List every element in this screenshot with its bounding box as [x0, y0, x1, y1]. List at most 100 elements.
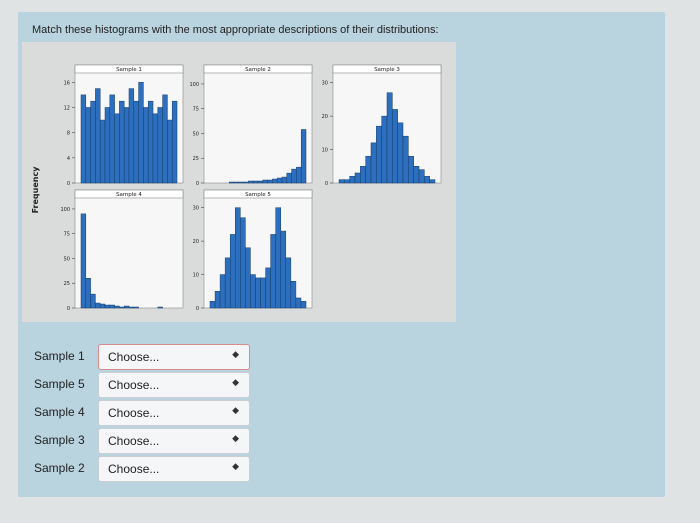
- y-tick-label: 25: [193, 156, 199, 162]
- panel-frame: [203, 64, 313, 184]
- bar: [128, 88, 135, 184]
- bar: [381, 115, 388, 184]
- bar: [424, 176, 430, 184]
- bar: [90, 100, 96, 184]
- bar: [252, 180, 259, 184]
- select-text: Choose...: [108, 350, 160, 364]
- bar: [133, 306, 139, 309]
- y-axis-label: Frequency: [31, 166, 40, 214]
- select-arrow: ◆: [232, 461, 239, 471]
- bar: [85, 278, 91, 309]
- bar: [228, 181, 235, 184]
- y-tick-label: 12: [64, 105, 70, 111]
- bar: [257, 180, 264, 184]
- sample-label: Sample 2: [34, 461, 85, 475]
- y-tick-label: 8: [67, 131, 70, 137]
- bar: [219, 274, 226, 309]
- bar: [209, 301, 216, 309]
- select-arrow: ◆: [232, 433, 239, 443]
- question-text: Match these histograms with the most app…: [32, 24, 439, 36]
- panel-title-strip: [74, 64, 184, 74]
- bar: [167, 119, 173, 184]
- description-select[interactable]: Choose... ◆: [98, 456, 250, 482]
- bar: [397, 122, 404, 184]
- sample-label: Sample 4: [34, 405, 85, 419]
- select-arrow: ◆: [232, 349, 239, 359]
- description-select[interactable]: Choose... ◆: [98, 400, 250, 426]
- bar: [295, 297, 302, 309]
- bar: [291, 168, 297, 184]
- panel-title-strip: [203, 189, 313, 199]
- y-tick-label: 0: [196, 181, 199, 187]
- panel-frame: [74, 189, 184, 309]
- y-tick-label: 20: [322, 114, 328, 120]
- bar: [229, 234, 236, 309]
- y-tick-label: 75: [193, 107, 199, 113]
- bar: [157, 306, 163, 309]
- bar: [240, 217, 246, 309]
- panel-title-strip: [203, 64, 313, 74]
- bar: [275, 207, 281, 309]
- y-tick-label: 50: [193, 131, 199, 137]
- description-select[interactable]: Choose... ◆: [98, 344, 250, 370]
- bar: [123, 305, 130, 309]
- y-tick-label: 50: [64, 256, 70, 262]
- y-tick-label: 4: [67, 156, 70, 162]
- bar: [265, 267, 271, 309]
- y-tick-label: 100: [189, 82, 199, 88]
- bar: [270, 234, 276, 309]
- bar: [152, 113, 159, 184]
- bar: [386, 92, 393, 184]
- bar: [109, 94, 115, 184]
- bar: [296, 166, 302, 184]
- bar: [85, 107, 91, 184]
- bar: [99, 303, 106, 309]
- bar: [413, 166, 420, 184]
- y-tick-label: 10: [322, 148, 328, 154]
- bar: [123, 107, 130, 184]
- bar: [286, 172, 292, 184]
- bar: [300, 129, 307, 184]
- select-arrow: ◆: [232, 377, 239, 387]
- bar: [133, 100, 139, 184]
- bar: [250, 274, 256, 309]
- bar: [128, 306, 135, 309]
- bar: [360, 166, 366, 184]
- bar: [267, 179, 273, 184]
- bar: [238, 181, 244, 184]
- bar: [245, 247, 251, 309]
- sample-label: Sample 5: [34, 377, 85, 391]
- bar: [109, 304, 115, 309]
- y-tick-label: 30: [322, 81, 328, 87]
- bar: [349, 176, 356, 184]
- bar: [114, 113, 120, 184]
- y-tick-label: 0: [67, 306, 70, 312]
- panel-title: Sample 5: [245, 192, 271, 198]
- bar: [418, 169, 425, 184]
- bar: [392, 109, 398, 184]
- bar: [80, 213, 87, 309]
- bar: [147, 100, 154, 184]
- bar: [138, 82, 144, 184]
- description-select[interactable]: Choose... ◆: [98, 428, 250, 454]
- panel-title-strip: [74, 189, 184, 199]
- select-arrow: ◆: [232, 405, 239, 415]
- bar: [354, 172, 361, 184]
- bar: [119, 306, 125, 309]
- question-card: Match these histograms with the most app…: [18, 12, 665, 497]
- bar: [408, 156, 414, 184]
- bar: [248, 180, 254, 184]
- bar: [262, 179, 268, 184]
- y-tick-label: 20: [193, 239, 199, 245]
- description-select[interactable]: Choose... ◆: [98, 372, 250, 398]
- y-tick-label: 30: [193, 206, 199, 212]
- panel-title: Sample 1: [116, 67, 142, 73]
- bar: [300, 301, 307, 309]
- bar: [171, 100, 178, 184]
- bar: [162, 94, 168, 184]
- select-text: Choose...: [108, 378, 160, 392]
- bar: [290, 281, 297, 309]
- y-tick-label: 0: [67, 181, 70, 187]
- bar: [224, 257, 231, 309]
